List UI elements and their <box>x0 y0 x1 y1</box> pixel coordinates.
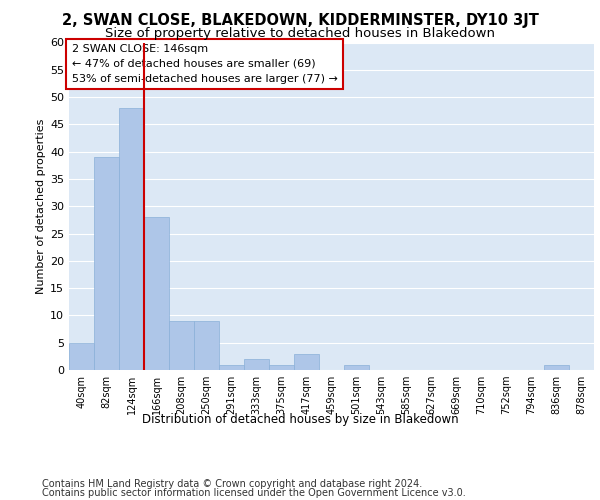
Bar <box>194 321 219 370</box>
Text: Contains public sector information licensed under the Open Government Licence v3: Contains public sector information licen… <box>42 488 466 498</box>
Text: 2 SWAN CLOSE: 146sqm
← 47% of detached houses are smaller (69)
53% of semi-detac: 2 SWAN CLOSE: 146sqm ← 47% of detached h… <box>71 44 337 84</box>
Text: 2, SWAN CLOSE, BLAKEDOWN, KIDDERMINSTER, DY10 3JT: 2, SWAN CLOSE, BLAKEDOWN, KIDDERMINSTER,… <box>62 12 538 28</box>
Bar <box>344 364 369 370</box>
Y-axis label: Number of detached properties: Number of detached properties <box>36 118 46 294</box>
Bar <box>544 364 569 370</box>
Bar <box>94 157 119 370</box>
Text: Distribution of detached houses by size in Blakedown: Distribution of detached houses by size … <box>142 412 458 426</box>
Bar <box>169 321 194 370</box>
Bar <box>294 354 319 370</box>
Text: Size of property relative to detached houses in Blakedown: Size of property relative to detached ho… <box>105 28 495 40</box>
Text: Contains HM Land Registry data © Crown copyright and database right 2024.: Contains HM Land Registry data © Crown c… <box>42 479 422 489</box>
Bar <box>219 364 244 370</box>
Bar <box>244 359 269 370</box>
Bar <box>119 108 144 370</box>
Bar <box>144 217 169 370</box>
Bar <box>69 342 94 370</box>
Bar <box>269 364 294 370</box>
